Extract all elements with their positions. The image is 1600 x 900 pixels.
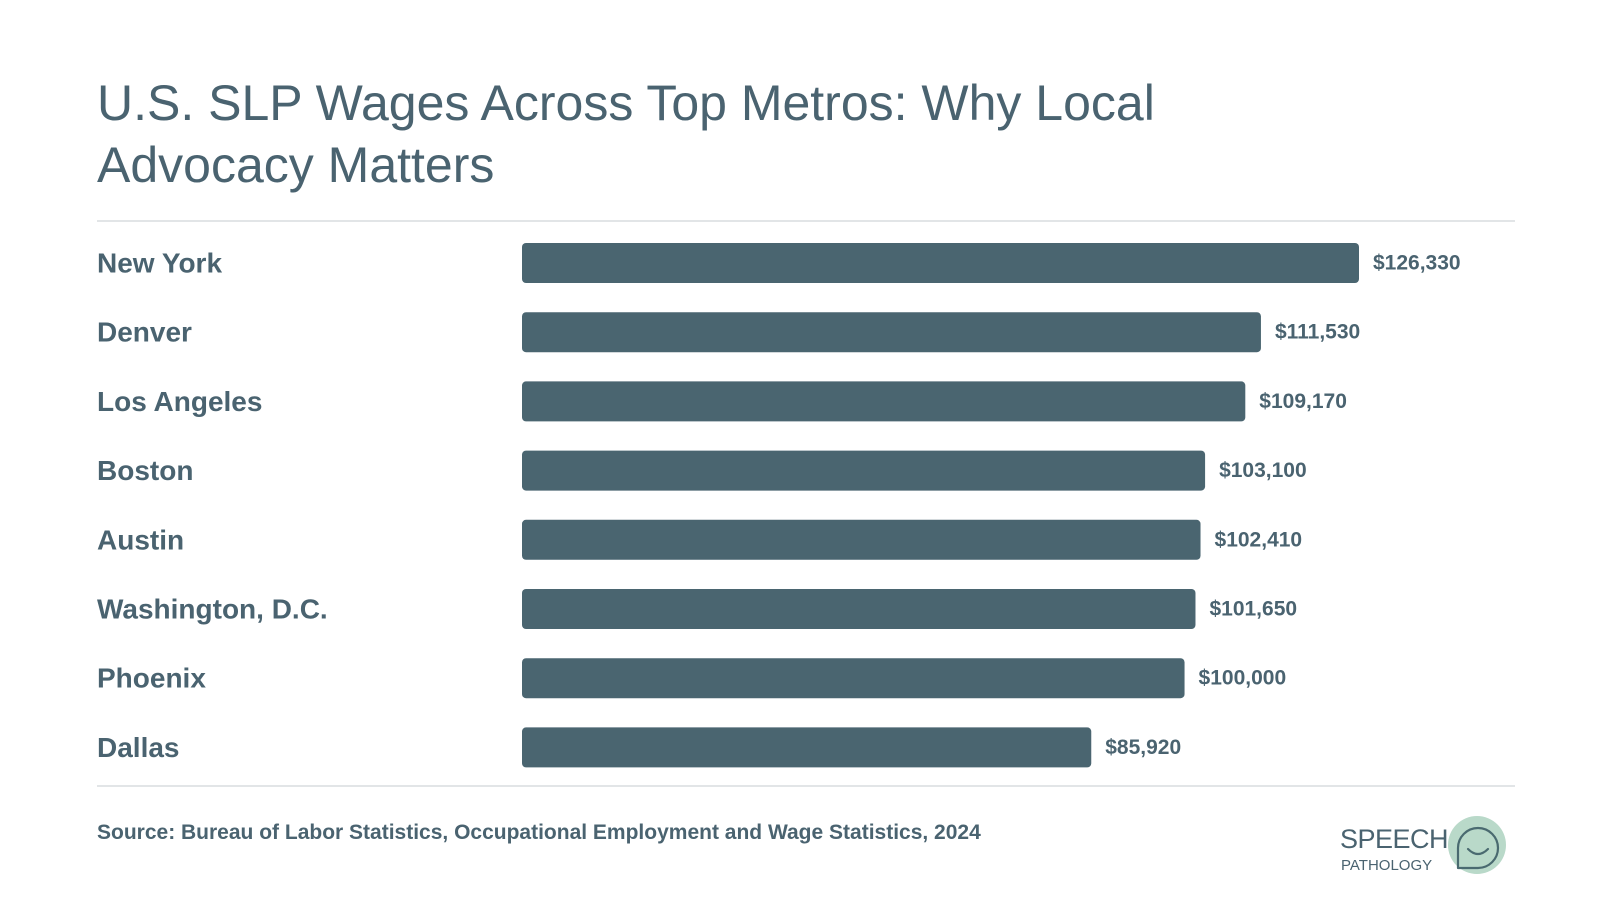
speech-pathology-logo: SPEECH PATHOLOGY xyxy=(1340,816,1515,880)
category-label: New York xyxy=(97,248,222,279)
category-label: Austin xyxy=(97,524,184,555)
value-label: $103,100 xyxy=(1219,459,1307,482)
logo-wordmark-speech: SPEECH xyxy=(1340,824,1449,854)
top-divider xyxy=(97,220,1515,222)
source-note: Source: Bureau of Labor Statistics, Occu… xyxy=(97,821,981,844)
bar xyxy=(522,589,1196,629)
value-label: $126,330 xyxy=(1373,252,1461,275)
category-label: Phoenix xyxy=(97,663,206,694)
value-label: $102,410 xyxy=(1215,528,1303,551)
value-label: $101,650 xyxy=(1209,598,1297,621)
category-label: Washington, D.C. xyxy=(97,594,328,625)
bar xyxy=(522,727,1092,768)
bar xyxy=(522,312,1261,353)
speech-bubble-icon xyxy=(1448,816,1506,874)
bottom-divider xyxy=(97,785,1515,787)
bar xyxy=(522,519,1201,560)
logo-wordmark-pathology: PATHOLOGY xyxy=(1341,857,1433,874)
category-label: Los Angeles xyxy=(97,386,262,417)
value-label: $109,170 xyxy=(1259,390,1347,413)
chart-title: U.S. SLP Wages Across Top Metros: Why Lo… xyxy=(97,75,1155,193)
value-label: $111,530 xyxy=(1275,321,1360,344)
category-label: Denver xyxy=(97,317,192,348)
value-label: $85,920 xyxy=(1105,736,1181,759)
bar xyxy=(522,658,1185,699)
bar xyxy=(522,381,1246,422)
category-label: Dallas xyxy=(97,732,180,763)
value-label: $100,000 xyxy=(1199,667,1287,690)
bar xyxy=(522,243,1359,283)
bar xyxy=(522,450,1206,491)
category-label: Boston xyxy=(97,455,193,486)
